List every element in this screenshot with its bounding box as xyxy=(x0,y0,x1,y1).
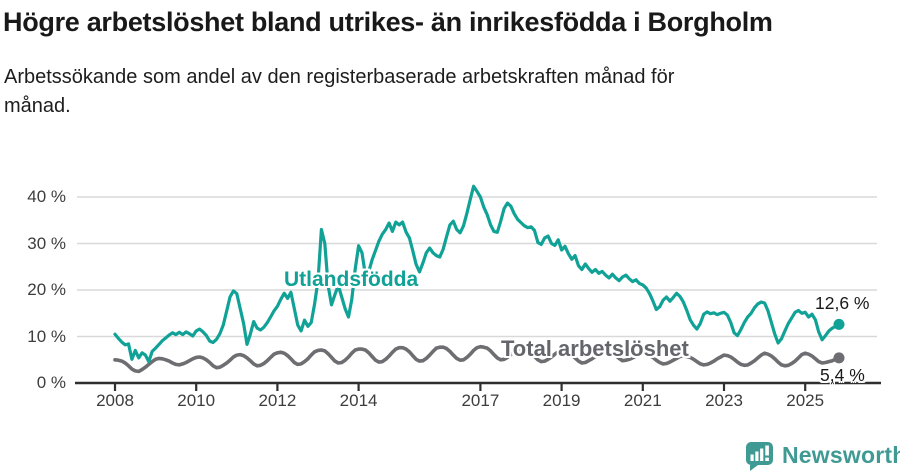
x-axis-label: 2023 xyxy=(705,391,743,410)
series-line-utlandsfodda xyxy=(113,184,841,364)
x-axis-label: 2017 xyxy=(461,391,500,410)
series-label-total-arbetsloshet: Total arbetslöshet xyxy=(501,336,689,361)
series-end-dot xyxy=(833,352,845,364)
newsworthy-wordmark: Newsworthy xyxy=(782,442,900,468)
y-axis-label: 10 % xyxy=(27,326,66,346)
series-label-utlandsfodda: Utlandsfödda xyxy=(284,268,419,291)
newsworthy-logo: Newsworthy xyxy=(745,441,900,473)
newsworthy-icon xyxy=(746,442,773,471)
y-axis-label: 0 % xyxy=(36,373,66,392)
x-axis-label: 2012 xyxy=(258,391,297,410)
x-axis-label: 2014 xyxy=(339,391,378,410)
chart-subtitle-line2: månad. xyxy=(4,95,71,117)
chart-title: Högre arbetslöshet bland utrikes- än inr… xyxy=(3,7,773,37)
y-axis-label: 30 % xyxy=(27,233,66,253)
x-axis-label: 2025 xyxy=(786,391,825,410)
end-value-label-total: 5,4 % xyxy=(820,365,865,385)
x-axis-label: 2010 xyxy=(177,391,216,410)
x-axis-label: 2021 xyxy=(623,391,662,410)
chart-subtitle: Arbetssökande som andel av den registerb… xyxy=(4,63,884,121)
series-line-total xyxy=(113,344,841,374)
y-axis-label: 40 % xyxy=(27,187,66,206)
end-value-label-utlandsfodda: 12,6 % xyxy=(815,293,870,313)
x-axis-label: 2008 xyxy=(96,391,134,410)
series-end-dot xyxy=(833,318,845,330)
x-axis-label: 2019 xyxy=(542,391,581,410)
chart-subtitle-line1: Arbetssökande som andel av den registerb… xyxy=(4,66,675,88)
y-axis-label: 20 % xyxy=(27,280,66,299)
